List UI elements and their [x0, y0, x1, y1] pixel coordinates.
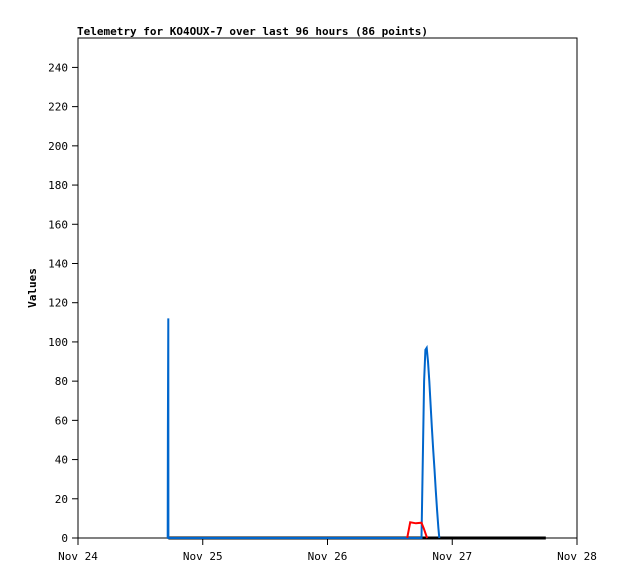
y-tick-label: 100: [48, 336, 68, 349]
chart-title: Telemetry for KO4OUX-7 over last 96 hour…: [77, 25, 428, 38]
plot-area: [77, 37, 578, 539]
y-tick-label: 200: [48, 140, 68, 153]
x-tick-label: Nov 25: [183, 550, 223, 563]
y-tick-label: 40: [55, 454, 68, 467]
x-axis: Nov 24 Nov 25 Nov 26 Nov 27 Nov 28: [58, 538, 597, 563]
x-tick-label: Nov 27: [432, 550, 472, 563]
y-tick-label: 20: [55, 493, 68, 506]
x-tick-label: Nov 28: [557, 550, 597, 563]
y-tick-label: 60: [55, 414, 68, 427]
y-tick-label: 220: [48, 101, 68, 114]
series-line-2: [406, 521, 429, 539]
series-group: [166, 318, 546, 540]
series-line-1: [166, 318, 441, 539]
y-tick-label: 140: [48, 257, 68, 270]
y-tick-label: 120: [48, 297, 68, 310]
y-axis-label: Values: [26, 268, 39, 308]
y-tick-label: 180: [48, 179, 68, 192]
y-tick-label: 240: [48, 61, 68, 74]
y-tick-label: 0: [61, 532, 68, 545]
x-tick-label: Nov 24: [58, 550, 98, 563]
x-tick-label: Nov 26: [308, 550, 348, 563]
y-axis: 0 20 40 60 80 100 120 140 160 180 200 220 240: [48, 61, 78, 545]
y-tick-label: 80: [55, 375, 68, 388]
y-tick-label: 160: [48, 218, 68, 231]
